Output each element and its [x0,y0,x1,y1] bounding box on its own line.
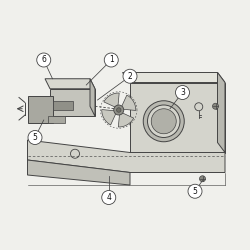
Circle shape [102,190,116,204]
Polygon shape [218,72,225,152]
Polygon shape [45,79,95,89]
Text: 3: 3 [180,88,185,97]
Circle shape [212,103,218,109]
Text: 5: 5 [192,187,198,196]
Text: 5: 5 [32,133,38,142]
Text: 4: 4 [106,193,111,202]
Circle shape [123,69,137,83]
Polygon shape [50,89,95,116]
Circle shape [148,105,180,138]
Polygon shape [28,140,225,172]
Circle shape [116,108,121,112]
Polygon shape [48,116,65,122]
Circle shape [143,101,184,142]
Circle shape [28,130,42,144]
Polygon shape [90,79,95,116]
Polygon shape [122,72,225,83]
Text: 2: 2 [128,72,132,81]
Polygon shape [52,101,72,110]
Text: 1: 1 [109,56,114,64]
Polygon shape [28,160,130,185]
Text: 6: 6 [41,56,46,64]
Polygon shape [120,95,136,110]
Circle shape [176,86,190,100]
Circle shape [200,176,205,182]
Polygon shape [102,110,117,125]
Polygon shape [130,82,225,152]
Polygon shape [104,93,119,108]
Polygon shape [28,96,52,122]
Circle shape [104,53,118,67]
Circle shape [151,109,176,134]
Circle shape [114,105,124,115]
Polygon shape [118,112,134,127]
Circle shape [37,53,51,67]
Circle shape [188,184,202,198]
